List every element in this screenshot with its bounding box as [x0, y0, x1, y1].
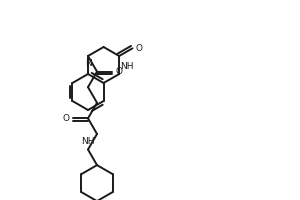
Text: O: O [135, 44, 142, 53]
Text: N: N [85, 59, 92, 68]
Text: O: O [115, 67, 122, 76]
Text: O: O [63, 114, 70, 123]
Text: NH: NH [120, 62, 134, 71]
Text: NH: NH [82, 137, 95, 146]
